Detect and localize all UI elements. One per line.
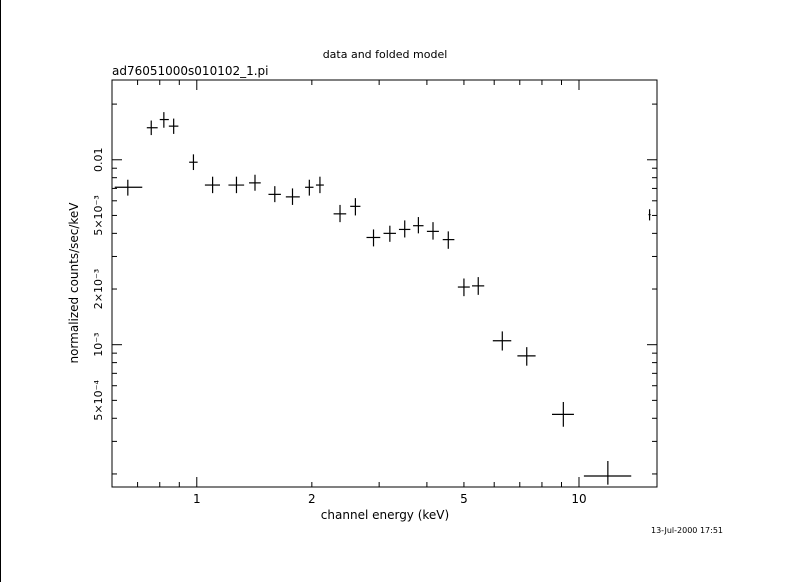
y-axis-label: normalized counts/sec/keV — [67, 202, 81, 364]
data-point — [228, 176, 245, 194]
data-point — [285, 188, 300, 205]
x-axis-tick-labels: 1 2 5 10 — [193, 492, 587, 506]
data-point — [268, 186, 281, 203]
data-point — [398, 220, 411, 238]
y-tick-label: 10⁻³ — [92, 333, 105, 357]
chart-title: data and folded model — [323, 48, 448, 61]
data-point — [249, 174, 261, 191]
plot-frame — [111, 79, 658, 488]
data-point — [168, 118, 179, 134]
data-point — [366, 229, 381, 247]
data-point — [583, 460, 632, 485]
y-tick-label: 2×10⁻³ — [92, 269, 105, 309]
data-point — [472, 277, 485, 295]
x-tick-label: 5 — [460, 492, 468, 506]
data-point — [426, 222, 439, 240]
data-point — [492, 331, 512, 351]
x-tick-label: 10 — [571, 492, 586, 506]
data-point — [333, 204, 347, 223]
data-point — [146, 120, 158, 136]
data-point — [114, 179, 143, 196]
data-point — [413, 217, 424, 234]
chart-subtitle: ad76051000s010102_1.pi — [112, 64, 269, 78]
y-tick-label: 0.01 — [92, 148, 105, 173]
x-axis-label: channel energy (keV) — [321, 508, 449, 522]
x-axis-ticks — [111, 80, 580, 487]
y-tick-label: 5×10⁻³ — [92, 195, 105, 235]
data-point — [442, 231, 455, 249]
data-point — [457, 278, 470, 297]
y-tick-label: 5×10⁻⁴ — [92, 380, 105, 421]
data-point — [350, 198, 361, 216]
data-point — [648, 209, 651, 221]
data-point — [517, 347, 536, 366]
data-point — [552, 401, 574, 427]
x-tick-label: 1 — [193, 492, 201, 506]
y-axis-ticks — [112, 103, 657, 475]
data-point — [305, 179, 314, 196]
x-tick-label: 2 — [308, 492, 316, 506]
data-point — [315, 176, 324, 194]
y-axis-tick-labels: 0.01 5×10⁻³ 2×10⁻³ 10⁻³ 5×10⁻⁴ — [92, 148, 105, 421]
data-point — [204, 176, 220, 194]
data-point — [159, 112, 169, 128]
timestamp: 13-Jul-2000 17:51 — [651, 526, 723, 535]
data-points — [114, 112, 651, 485]
data-point — [383, 225, 396, 242]
data-point — [189, 154, 198, 171]
